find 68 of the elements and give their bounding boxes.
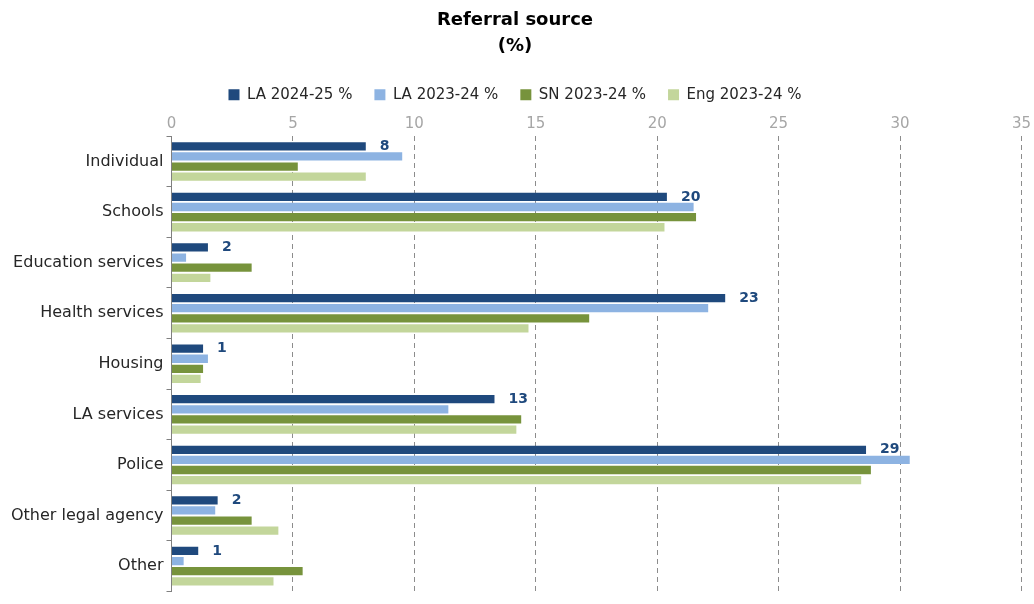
y-tick-label: Police bbox=[117, 454, 164, 474]
y-tick-label: Other legal agency bbox=[10, 504, 164, 524]
bar bbox=[172, 546, 199, 556]
data-label: 8 bbox=[379, 136, 390, 153]
bar bbox=[172, 415, 522, 424]
x-tick-label: 15 bbox=[526, 114, 546, 133]
data-label: 2 bbox=[221, 238, 232, 255]
bar bbox=[172, 364, 204, 374]
bar bbox=[172, 223, 665, 232]
bar bbox=[172, 344, 204, 353]
bar bbox=[172, 212, 697, 222]
chart-subtitle: (%) bbox=[497, 34, 533, 56]
data-label: 23 bbox=[739, 288, 759, 305]
data-label: 20 bbox=[680, 187, 701, 204]
bar bbox=[172, 506, 216, 515]
bar bbox=[172, 526, 279, 535]
bar bbox=[172, 567, 303, 576]
bar bbox=[172, 304, 709, 313]
bar bbox=[172, 445, 867, 454]
bar bbox=[172, 516, 252, 525]
data-label: 2 bbox=[231, 491, 242, 507]
y-tick-label: Other bbox=[118, 555, 164, 575]
bar bbox=[172, 202, 694, 212]
data-label: 1 bbox=[212, 541, 222, 558]
bar bbox=[172, 496, 218, 505]
y-tick-label: Individual bbox=[85, 150, 164, 170]
bar bbox=[172, 253, 187, 262]
legend-label: SN 2023-24 % bbox=[538, 84, 647, 103]
bar bbox=[172, 192, 667, 202]
legend-label: Eng 2023-24 % bbox=[686, 84, 802, 103]
bar bbox=[172, 314, 590, 323]
bar bbox=[172, 455, 910, 465]
y-tick-label: LA services bbox=[72, 403, 164, 423]
data-label: 29 bbox=[880, 440, 900, 457]
x-tick-label: 25 bbox=[769, 114, 789, 133]
bar bbox=[172, 556, 184, 566]
bar bbox=[172, 152, 403, 161]
bar bbox=[172, 374, 201, 384]
bar bbox=[172, 293, 726, 303]
bar bbox=[172, 475, 862, 485]
bar bbox=[172, 577, 274, 586]
chart-title: Referral source bbox=[436, 8, 594, 30]
x-tick-label: 0 bbox=[166, 114, 177, 133]
bar bbox=[172, 263, 252, 272]
y-tick-label: Health services bbox=[40, 302, 164, 322]
x-tick-label: 10 bbox=[404, 114, 424, 133]
bar bbox=[172, 324, 529, 333]
bar bbox=[172, 172, 366, 181]
bar bbox=[172, 405, 449, 414]
x-tick-label: 35 bbox=[1011, 114, 1031, 133]
x-tick-label: 30 bbox=[890, 114, 910, 133]
y-tick-label: Schools bbox=[102, 201, 164, 221]
y-tick-label: Education services bbox=[13, 251, 164, 271]
x-tick-label: 5 bbox=[288, 114, 298, 133]
bar bbox=[172, 425, 517, 434]
y-tick-label: Housing bbox=[98, 352, 164, 372]
data-label: 13 bbox=[508, 389, 528, 406]
legend-label: LA 2024-25 % bbox=[246, 84, 353, 103]
bar bbox=[172, 354, 208, 363]
bar bbox=[172, 465, 871, 475]
bar bbox=[172, 273, 211, 282]
legend-label: LA 2023-24 % bbox=[392, 84, 499, 103]
bar bbox=[172, 162, 298, 171]
data-label: 1 bbox=[217, 339, 227, 356]
bar bbox=[172, 243, 208, 252]
bar bbox=[172, 142, 366, 151]
bar bbox=[172, 395, 495, 404]
x-tick-label: 20 bbox=[647, 114, 667, 133]
